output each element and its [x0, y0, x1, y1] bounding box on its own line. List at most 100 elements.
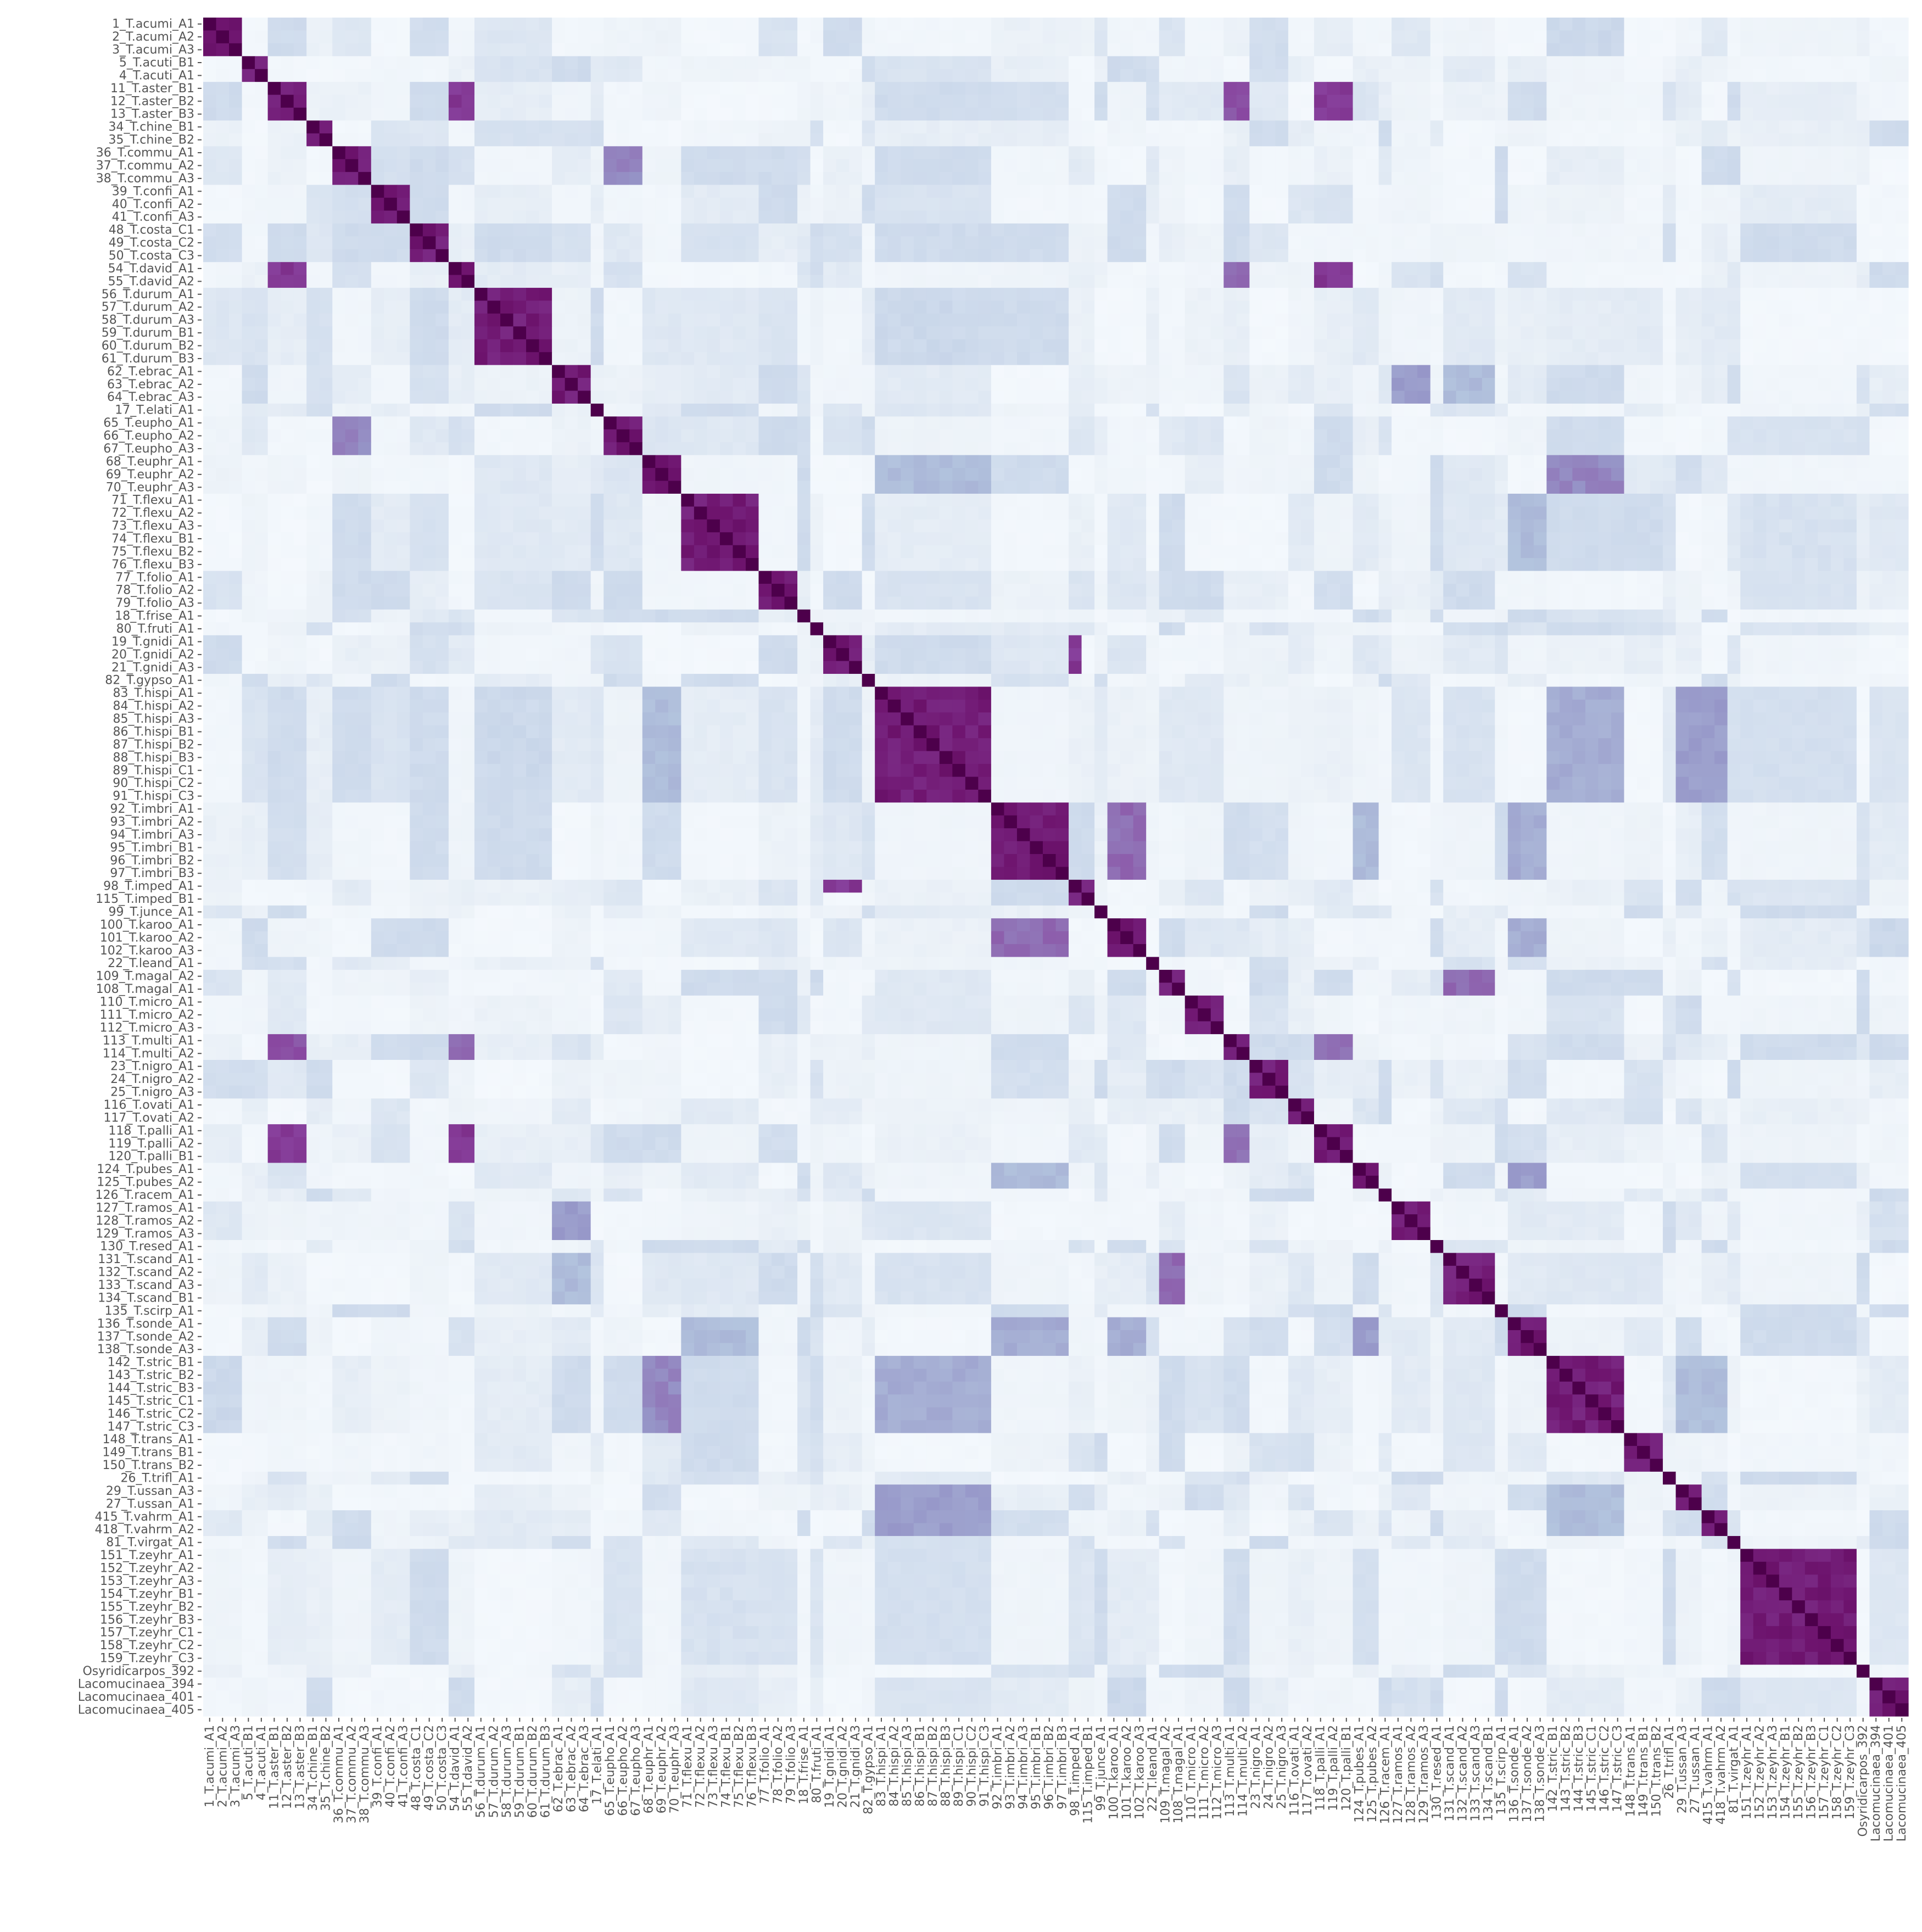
heatmap-cell [1081, 172, 1095, 186]
heatmap-cell [1559, 416, 1573, 430]
heatmap-cell [1055, 339, 1069, 353]
heatmap-cell [913, 82, 927, 96]
heatmap-cell [642, 133, 656, 147]
heatmap-cell [875, 300, 889, 314]
heatmap-cell [590, 172, 604, 186]
heatmap-cell [396, 339, 410, 353]
heatmap-cell [267, 120, 281, 134]
heatmap-cell [1714, 43, 1728, 57]
heatmap-cell [901, 288, 914, 301]
heatmap-cell [1392, 493, 1405, 507]
heatmap-cell [1030, 120, 1043, 134]
heatmap-cell [1069, 56, 1082, 70]
heatmap-cell [1843, 69, 1857, 82]
heatmap-cell [1727, 185, 1741, 198]
heatmap-cell [616, 43, 630, 57]
heatmap-cell [1495, 210, 1508, 224]
heatmap-cell [797, 313, 811, 327]
heatmap-cell [862, 262, 875, 276]
heatmap-cell [1598, 352, 1612, 366]
heatmap-cell [1507, 56, 1521, 70]
heatmap-cell [952, 481, 966, 494]
heatmap-cell [552, 455, 566, 468]
heatmap-cell [1559, 365, 1573, 378]
heatmap-cell [901, 82, 914, 96]
heatmap-cell [849, 326, 863, 340]
heatmap-cell [435, 429, 449, 443]
heatmap-cell [1521, 275, 1534, 288]
heatmap-cell [539, 120, 552, 134]
heatmap-cell [242, 275, 255, 288]
heatmap-cell [1611, 416, 1625, 430]
heatmap-cell [500, 390, 514, 404]
heatmap-cell [901, 365, 914, 378]
heatmap-cell [1146, 94, 1160, 108]
heatmap-cell [1766, 313, 1780, 327]
heatmap-cell [875, 352, 889, 366]
heatmap-cell [1417, 223, 1431, 237]
heatmap-cell [681, 365, 695, 378]
heatmap-cell [1327, 108, 1340, 121]
heatmap-cell [1094, 275, 1108, 288]
heatmap-cell [1327, 159, 1340, 172]
heatmap-cell [1727, 352, 1741, 366]
heatmap-cell [1275, 185, 1289, 198]
heatmap-cell [1856, 43, 1870, 57]
heatmap-cell [1172, 249, 1186, 263]
heatmap-cell [1740, 56, 1754, 70]
heatmap-cell [1843, 185, 1857, 198]
heatmap-cell [1495, 403, 1508, 417]
heatmap-cell [862, 275, 875, 288]
heatmap-cell [901, 493, 914, 507]
heatmap-cell [810, 198, 824, 211]
heatmap-cell [1856, 18, 1870, 31]
heatmap-cell [1830, 339, 1844, 353]
heatmap-cell [849, 198, 863, 211]
heatmap-cell [887, 30, 901, 44]
heatmap-cell [1818, 390, 1831, 404]
heatmap-cell [332, 43, 346, 57]
heatmap-cell [306, 133, 320, 147]
heatmap-cell [1327, 300, 1340, 314]
heatmap-cell [435, 172, 449, 186]
heatmap-cell [991, 43, 1005, 57]
heatmap-cell [616, 185, 630, 198]
heatmap-cell [332, 365, 346, 378]
heatmap-cell [487, 288, 501, 301]
heatmap-cell [513, 481, 527, 494]
heatmap-cell [745, 288, 759, 301]
heatmap-cell [1081, 365, 1095, 378]
heatmap-cell [422, 442, 437, 456]
heatmap-cell [435, 288, 449, 301]
heatmap-cell [332, 198, 346, 211]
heatmap-cell [1689, 262, 1702, 276]
heatmap-cell [435, 468, 449, 482]
heatmap-cell [1120, 481, 1134, 494]
heatmap-cell [435, 185, 449, 198]
heatmap-cell [1869, 18, 1883, 31]
heatmap-cell [1133, 56, 1147, 70]
heatmap-cell [887, 82, 901, 96]
heatmap-cell [1146, 468, 1160, 482]
heatmap-cell [823, 146, 837, 160]
heatmap-cell [1818, 442, 1831, 456]
heatmap-cell [1521, 403, 1534, 417]
heatmap-cell [1611, 133, 1625, 147]
heatmap-cell [926, 339, 940, 353]
heatmap-cell [991, 455, 1005, 468]
heatmap-cell [758, 18, 772, 31]
heatmap-cell [797, 198, 811, 211]
heatmap-cell [887, 339, 901, 353]
heatmap-cell [216, 352, 230, 366]
heatmap-cell [655, 69, 669, 82]
heatmap-cell [913, 481, 927, 494]
heatmap-cell [1443, 94, 1457, 108]
heatmap-cell [875, 198, 889, 211]
heatmap-cell [371, 94, 384, 108]
heatmap-cell [1507, 249, 1521, 263]
heatmap-cell [267, 262, 281, 276]
heatmap-cell [1456, 133, 1470, 147]
heatmap-cell [1016, 94, 1031, 108]
heatmap-cell [1288, 313, 1302, 327]
heatmap-cell [1443, 352, 1457, 366]
